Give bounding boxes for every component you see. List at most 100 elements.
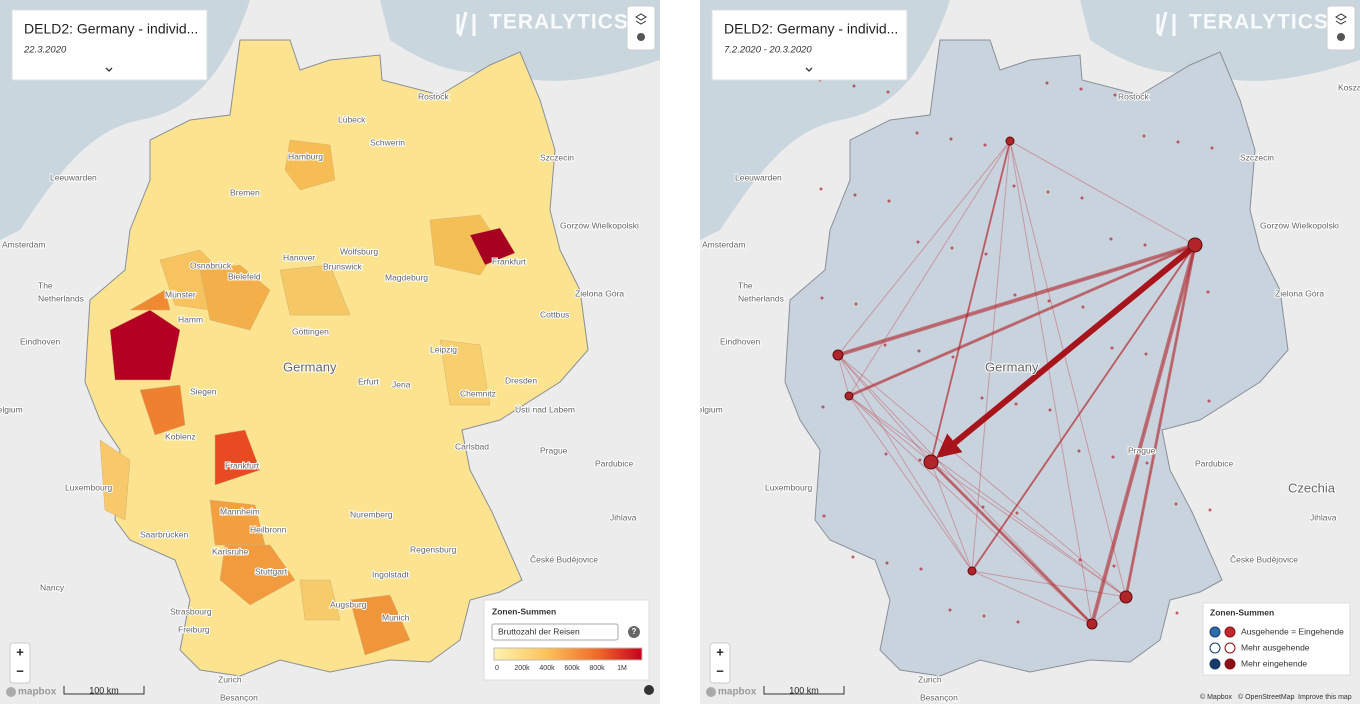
place-label: Eindhoven bbox=[720, 336, 760, 346]
attribution: © Mapbox bbox=[1200, 693, 1233, 701]
zone-dot bbox=[1077, 449, 1081, 453]
right-map: Leeuwarden Amsterdam The Netherlands Eindhov… bbox=[700, 0, 1360, 704]
place-label: Stuttgart bbox=[255, 566, 288, 576]
zone bbox=[214, 429, 261, 486]
zoom-in[interactable]: + bbox=[716, 644, 724, 659]
metric-select-label: Bruttozahl der Reisen bbox=[498, 626, 580, 636]
zone-dot bbox=[1014, 402, 1018, 406]
help-icon[interactable] bbox=[628, 626, 640, 638]
flow-line bbox=[929, 460, 1094, 626]
place-label: Germany bbox=[283, 359, 337, 374]
zone-dot bbox=[885, 561, 889, 565]
flow-line bbox=[837, 354, 1093, 625]
flow-line bbox=[1124, 244, 1197, 598]
flow-line bbox=[1009, 140, 1093, 625]
place-label: Prague bbox=[1128, 445, 1156, 455]
place-label: Chemnitz bbox=[460, 388, 496, 398]
zone-dot bbox=[887, 199, 891, 203]
zone-dot bbox=[883, 343, 887, 347]
zone bbox=[279, 264, 351, 316]
zone-dot bbox=[919, 567, 923, 571]
place-label: České Budějovice bbox=[1230, 554, 1298, 564]
header-date: 7.2.2020 - 20.3.2020 bbox=[724, 45, 812, 56]
zone-dot bbox=[1142, 134, 1146, 138]
flow-line bbox=[1090, 244, 1197, 625]
place-label: Leeuwarden bbox=[50, 172, 97, 182]
zone-dot bbox=[1208, 508, 1212, 512]
zoom-out[interactable]: − bbox=[716, 663, 724, 678]
legend-swatch-a bbox=[1209, 642, 1221, 654]
zone-dot bbox=[1112, 564, 1116, 568]
flow-line bbox=[837, 354, 850, 397]
zone-dot bbox=[1045, 81, 1049, 85]
hub-marker bbox=[967, 566, 977, 576]
layer-buttons[interactable] bbox=[626, 5, 656, 51]
zoom-control bbox=[709, 642, 731, 684]
zone bbox=[469, 227, 516, 266]
flow-line bbox=[837, 354, 850, 397]
legend-title: Zonen-Summen bbox=[492, 606, 556, 616]
legend-item: Mehr eingehende bbox=[1241, 658, 1307, 668]
place-label: Jihlava bbox=[610, 512, 637, 522]
flow-line bbox=[1009, 140, 1127, 598]
header-title: DELD2: Germany - individ... bbox=[24, 21, 198, 37]
expand-chevron[interactable] bbox=[105, 67, 113, 72]
place-label: Gorzów Wielkopolski bbox=[560, 220, 639, 230]
place-label: Schwerin bbox=[370, 137, 405, 147]
hub-marker bbox=[1119, 590, 1133, 604]
scale-label: 100 km bbox=[89, 685, 119, 695]
place-label: Amsterdam bbox=[2, 239, 45, 249]
flow-line bbox=[930, 461, 973, 572]
expand-chevron[interactable] bbox=[805, 67, 813, 72]
flow-line bbox=[837, 354, 1127, 598]
hub-marker bbox=[844, 391, 854, 401]
attribution: © OpenStreetMap bbox=[1238, 693, 1295, 701]
flow-line bbox=[930, 140, 1011, 463]
flow-line bbox=[930, 461, 1127, 598]
place-label: Münster bbox=[165, 289, 196, 299]
zoom-in[interactable]: + bbox=[16, 644, 24, 659]
place-label: Strasbourg bbox=[170, 606, 212, 616]
place-label: Hamburg bbox=[288, 151, 323, 161]
flow-line bbox=[848, 395, 1127, 598]
settings-icon bbox=[1337, 33, 1345, 41]
zone-dot bbox=[1047, 299, 1051, 303]
hub-marker bbox=[923, 454, 939, 470]
zoom-out[interactable]: − bbox=[16, 663, 24, 678]
zone-dot bbox=[1046, 190, 1050, 194]
zone-dot bbox=[918, 458, 922, 462]
place-label: Brunswick bbox=[323, 261, 362, 271]
flow-line bbox=[848, 140, 1011, 397]
layer-buttons[interactable] bbox=[1326, 5, 1356, 51]
place-label: Jena bbox=[392, 379, 411, 389]
flow-line bbox=[1009, 140, 1127, 598]
zone-dot bbox=[822, 514, 826, 518]
flow-line bbox=[837, 354, 1093, 625]
settings-icon bbox=[637, 33, 645, 41]
place-label: Hamm bbox=[178, 314, 203, 324]
zone-dot bbox=[820, 296, 824, 300]
zone-dot bbox=[886, 90, 890, 94]
place-label: Zurich bbox=[218, 674, 242, 684]
attribution[interactable]: Improve this map bbox=[1298, 694, 1352, 701]
place-label: Zurich bbox=[918, 674, 942, 684]
metric-select[interactable] bbox=[491, 623, 619, 641]
hub-marker bbox=[1187, 237, 1203, 253]
place-label: Netherlands bbox=[738, 293, 784, 303]
zone-dot bbox=[948, 608, 952, 612]
zone bbox=[284, 139, 336, 191]
place-label: Besançon bbox=[220, 692, 258, 702]
place-label: Lübeck bbox=[338, 114, 366, 124]
place-label: Rostock bbox=[1118, 91, 1149, 101]
legend-swatch-b bbox=[1224, 642, 1236, 654]
zone-dot bbox=[917, 349, 921, 353]
place-label: Leipzig bbox=[430, 344, 457, 354]
place-label: Osnabrück bbox=[190, 260, 232, 270]
flow-line bbox=[848, 243, 1196, 398]
flow-line bbox=[837, 140, 1011, 356]
place-label: Luxembourg bbox=[65, 482, 113, 492]
info-icon[interactable] bbox=[644, 685, 654, 695]
place-label: Prague bbox=[540, 445, 568, 455]
place-label: Zielona Góra bbox=[1275, 288, 1324, 298]
zone-dot bbox=[951, 355, 955, 359]
